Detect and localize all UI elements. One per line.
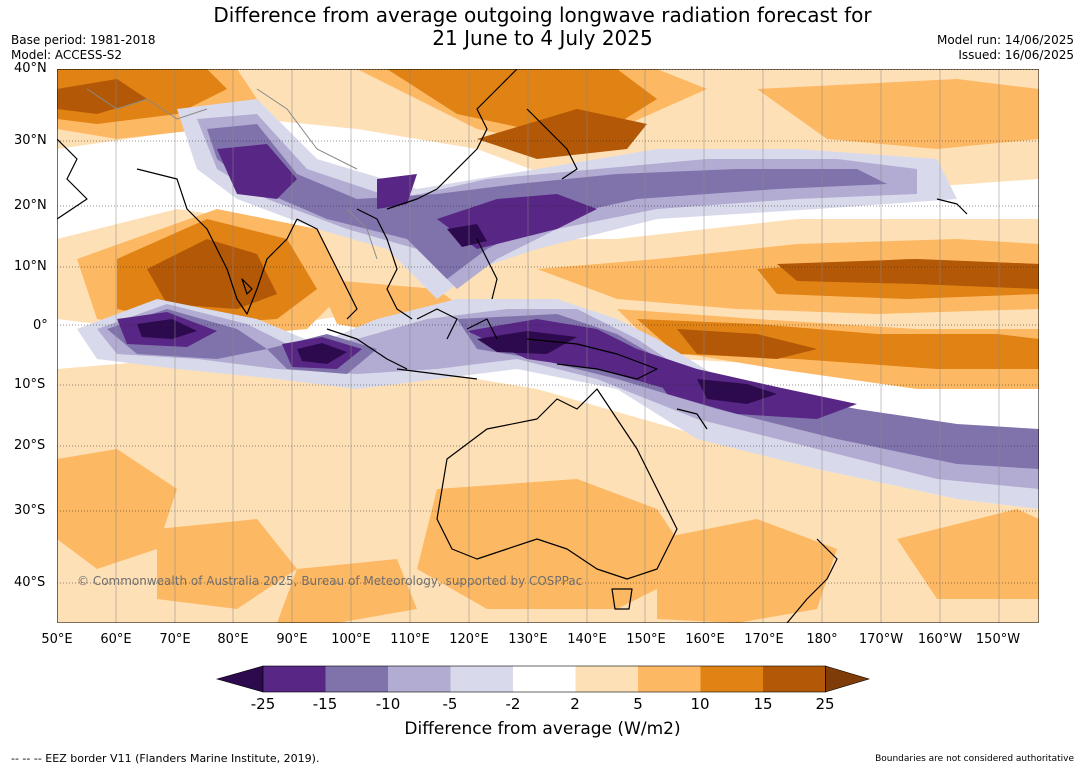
eez-note: -- -- -- EEZ border V11 (Flanders Marine… xyxy=(11,752,320,765)
colorbar-tick-label: 10 xyxy=(690,695,710,713)
colorbar-tick-label: -2 xyxy=(505,695,521,713)
meta-left: Base period: 1981-2018 Model: ACCESS-S2 xyxy=(11,33,156,63)
lat-label: 20°N xyxy=(14,198,47,213)
contour-positive-darkest xyxy=(57,79,1039,359)
lon-label: 180° xyxy=(806,632,838,647)
lat-label: 10°N xyxy=(14,259,47,274)
lon-label: 60°E xyxy=(100,632,132,647)
base-period-text: Base period: 1981-2018 xyxy=(11,33,156,47)
lat-label: 40°N xyxy=(14,61,47,76)
olr-anomaly-map xyxy=(57,69,1039,623)
model-run-text: Model run: 14/06/2025 xyxy=(936,33,1074,47)
lon-label: 150°E xyxy=(626,632,666,647)
colorbar-extend-low xyxy=(215,665,264,693)
lon-label: 140°E xyxy=(567,632,607,647)
lon-label: 110°E xyxy=(390,632,430,647)
map-title: Difference from average outgoing longwav… xyxy=(0,4,1085,50)
country-borders xyxy=(86,88,378,260)
lat-label: 30°S xyxy=(14,503,46,518)
lon-label: 80°E xyxy=(217,632,249,647)
colorbar-swatch xyxy=(700,666,763,692)
lat-label: 40°S xyxy=(14,575,46,590)
lon-label: 50°E xyxy=(41,632,73,647)
model-text: Model: ACCESS-S2 xyxy=(11,48,123,62)
colorbar-swatch xyxy=(763,666,826,692)
colorbar-swatch xyxy=(575,666,638,692)
issued-text: Issued: 16/06/2025 xyxy=(958,48,1074,62)
coastlines xyxy=(57,69,968,623)
lat-label: 20°S xyxy=(14,438,46,453)
lat-label: 0° xyxy=(33,318,48,333)
lon-label: 120°E xyxy=(449,632,489,647)
colorbar-tick-label: 25 xyxy=(815,695,835,713)
colorbar-swatch xyxy=(638,666,701,692)
colorbar-swatch xyxy=(513,666,576,692)
lon-label: 170°E xyxy=(744,632,784,647)
copyright-text: © Commonwealth of Australia 2025, Bureau… xyxy=(77,574,583,588)
lon-label: 100°E xyxy=(331,632,371,647)
lon-label: 170°W xyxy=(858,632,904,647)
colorbar-swatch xyxy=(450,666,513,692)
title-line-1: Difference from average outgoing longwav… xyxy=(213,3,872,27)
colorbar xyxy=(215,665,871,693)
colorbar-label: Difference from average (W/m2) xyxy=(404,719,681,739)
colorbar-tick-label: -15 xyxy=(312,695,338,713)
lon-label: 130°E xyxy=(508,632,548,647)
lon-label: 90°E xyxy=(276,632,308,647)
title-line-2: 21 June to 4 July 2025 xyxy=(432,26,653,50)
lon-label: 150°W xyxy=(975,632,1021,647)
colorbar-swatch xyxy=(263,666,326,692)
colorbar-swatch xyxy=(388,666,451,692)
colorbar-tick-label: -25 xyxy=(250,695,276,713)
colorbar-extend-high xyxy=(825,665,871,693)
lon-label: 70°E xyxy=(159,632,191,647)
colorbar-tick-label: -10 xyxy=(375,695,401,713)
meta-right: Model run: 14/06/2025 Issued: 16/06/2025 xyxy=(937,33,1074,63)
colorbar-tick-label: 2 xyxy=(570,695,580,713)
boundary-note: Boundaries are not considered authoritat… xyxy=(875,754,1074,764)
colorbar-tick-label: -5 xyxy=(442,695,458,713)
colorbar-swatch xyxy=(325,666,388,692)
lon-label: 160°E xyxy=(685,632,725,647)
colorbar-tick-label: 5 xyxy=(633,695,643,713)
lat-label: 10°S xyxy=(14,377,46,392)
lat-label: 30°N xyxy=(14,133,47,148)
colorbar-tick-label: 15 xyxy=(753,695,773,713)
lon-label: 160°W xyxy=(917,632,963,647)
